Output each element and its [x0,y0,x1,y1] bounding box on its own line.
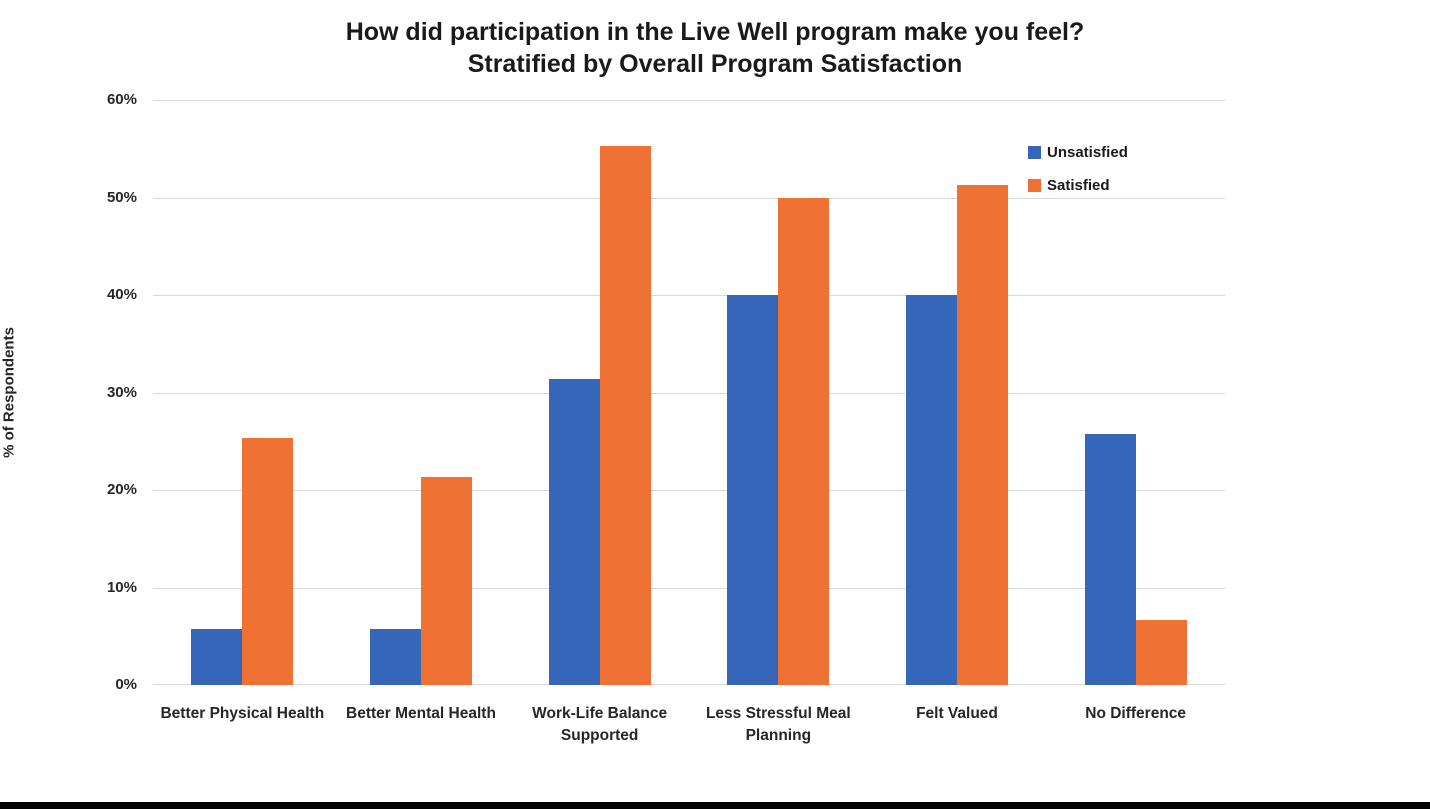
bottom-border-bar [0,802,1430,809]
bar-group [1046,100,1225,685]
bar-group [332,100,511,685]
bar-unsatisfied [727,295,779,685]
bar-unsatisfied [548,378,600,685]
chart-title-line2: Stratified by Overall Program Satisfacti… [467,50,963,78]
y-tick-label-50: 50% [106,188,137,206]
y-tick-label-10: 10% [106,578,137,596]
chart-title-line1: How did participation in the Live Well p… [345,18,1085,46]
bar-satisfied [242,438,294,685]
bar-unsatisfied [191,629,243,685]
x-axis-label: Less Stressful Meal Planning [705,705,851,744]
chart-title: How did participation in the Live Well p… [0,16,1430,80]
x-axis-label: Better Physical Health [160,705,325,722]
gridline-20 [153,490,1225,491]
legend-label: Unsatisfied [1047,143,1128,161]
legend: Unsatisfied Satisfied [1028,141,1128,207]
x-axis-label: No Difference [1085,705,1187,722]
unsatisfied-swatch-icon [1028,145,1041,159]
bar-satisfied [1135,619,1187,685]
gridline-40 [153,295,1225,296]
y-tick-label-60: 60% [106,91,137,108]
satisfied-swatch-icon [1028,178,1041,192]
bar-group [868,100,1047,685]
legend-label: Satisfied [1047,176,1110,194]
bar-satisfied [599,145,651,685]
y-tick-label-30: 30% [106,383,137,401]
gridline-60 [153,100,1225,101]
bar-group [689,100,868,685]
bar-unsatisfied [905,295,957,685]
bar-unsatisfied [1084,434,1136,685]
bar-unsatisfied [369,629,421,685]
bar-satisfied [956,184,1008,685]
gridline-50 [153,197,1225,199]
bar-satisfied [778,197,830,685]
legend-item-satisfied: Satisfied [1028,174,1128,196]
legend-item-unsatisfied: Unsatisfied [1028,141,1128,163]
y-tick-label-40: 40% [106,286,137,303]
x-axis-label: Felt Valued [916,705,998,722]
y-tick-label-20: 20% [106,481,137,498]
x-axis-label: Work-Life Balance Supported [532,705,668,744]
plot-area [153,100,1225,685]
x-axis-label: Better Mental Health [346,705,496,722]
y-tick-label-0: 0% [115,676,137,693]
gridline-0 [153,684,1225,685]
gridline-10 [153,587,1225,589]
bar-group [153,100,332,685]
bar-satisfied [420,477,472,685]
y-axis-title: % of Respondents [0,327,18,458]
bar-group [510,100,689,685]
gridline-30 [153,392,1225,394]
